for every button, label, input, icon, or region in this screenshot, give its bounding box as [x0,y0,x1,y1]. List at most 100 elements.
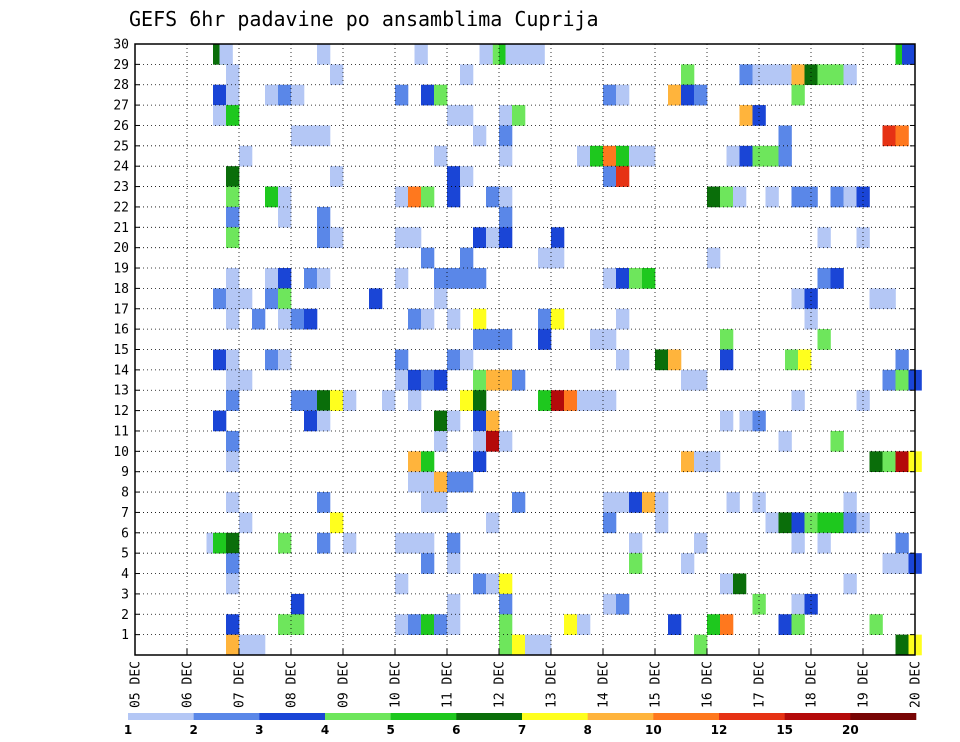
cell-m19-11 [616,268,630,289]
cell-m21-7 [499,227,513,248]
y-tick-label: 6 [121,526,129,541]
cell-m18-4 [278,288,292,310]
y-axis: 1234567891011121314151617181920212223242… [113,38,915,643]
cell-m27-5 [512,105,526,126]
cell-m18-8 [804,288,818,310]
cell-m12-5 [473,410,487,432]
cell-m21-10 [856,227,870,248]
cell-m2-0 [226,614,240,635]
legend-swatch [784,713,851,720]
cell-m11-2 [473,430,487,452]
cell-m13-5 [343,390,357,411]
cell-m18-10 [882,288,896,310]
y-tick-label: 9 [121,465,129,480]
legend-label: 8 [583,723,591,737]
y-tick-label: 8 [121,486,129,501]
cell-m28-12 [694,84,708,106]
cell-m5-5 [882,553,896,574]
cell-m13-15 [603,390,617,411]
y-tick-label: 18 [113,282,129,297]
y-tick-label: 10 [113,445,129,460]
cell-m2-15 [791,614,805,635]
cell-m2-16 [869,614,883,635]
cell-m11-1 [434,430,448,452]
cell-m28-7 [434,84,448,106]
cell-m14-13 [895,369,909,391]
x-tick-label: 18 DEC [805,661,820,708]
cell-m29-12 [843,64,857,86]
cell-m16-3 [538,329,552,350]
cell-m14-7 [486,369,500,391]
x-tick-label: 10 DEC [389,661,404,708]
cell-m30-1 [219,44,233,65]
cell-m5-1 [421,553,435,574]
cell-m20-1 [460,247,474,269]
cell-m15-10 [720,349,734,371]
y-tick-label: 7 [121,506,129,521]
cell-m19-13 [642,268,656,289]
cell-m17-9 [538,308,552,330]
cell-m19-2 [278,268,292,289]
cell-m13-0 [226,390,240,411]
x-tick-label: 11 DEC [441,661,456,708]
cell-m24-3 [460,166,474,187]
y-tick-label: 3 [121,587,129,602]
cell-m18-2 [239,288,253,310]
cell-m21-2 [330,227,344,248]
cell-m23-1 [265,186,279,208]
cell-m29-6 [765,64,779,86]
cell-m7-12 [856,512,870,534]
y-tick-label: 26 [113,119,129,134]
cell-m13-4 [330,390,344,411]
cell-m25-3 [577,145,591,167]
cell-m2-8 [499,614,513,635]
y-tick-label: 5 [121,547,129,562]
legend-label: 15 [776,723,793,737]
cell-m3-1 [447,593,461,615]
cell-m13-9 [473,390,487,411]
cell-m26-6 [882,125,896,147]
cell-m16-0 [473,329,487,350]
cell-m5-3 [629,553,643,574]
cell-m18-1 [226,288,240,310]
cell-m19-9 [473,268,487,289]
cell-m15-1 [226,349,240,371]
cell-m19-6 [434,268,448,289]
cell-m25-0 [239,145,253,167]
cell-m28-4 [291,84,305,106]
cell-m29-4 [739,64,753,86]
y-tick-label: 16 [113,323,129,338]
cell-m8-7 [629,492,643,513]
cell-m1-4 [512,634,526,656]
cell-m6-7 [408,532,422,554]
cell-m2-10 [577,614,591,635]
cell-m8-5 [603,492,617,513]
cell-m4-3 [486,573,500,595]
cell-m29-11 [830,64,844,86]
cell-m29-7 [778,64,792,86]
x-tick-label: 07 DEC [233,661,248,708]
cell-m18-3 [265,288,279,310]
cell-m23-15 [830,186,844,208]
cell-m19-8 [460,268,474,289]
legend-label: 6 [452,723,460,737]
cell-m26-7 [895,125,909,147]
cell-m14-11 [694,369,708,391]
cell-m28-9 [616,84,630,106]
cell-m17-6 [421,308,435,330]
cell-m21-1 [317,227,331,248]
cell-m10-5 [694,451,708,472]
y-tick-label: 15 [113,343,129,358]
cell-m19-5 [395,268,409,289]
cell-m7-1 [330,512,344,534]
cell-m28-13 [791,84,805,106]
cell-m2-6 [434,614,448,635]
cell-m4-2 [473,573,487,595]
cell-m1-5 [525,634,539,656]
cell-m13-14 [590,390,604,411]
cell-m23-3 [395,186,409,208]
cell-m9-1 [421,471,435,493]
cell-m30-2 [317,44,331,65]
cell-m6-8 [421,532,435,554]
cell-m22-2 [317,206,331,228]
